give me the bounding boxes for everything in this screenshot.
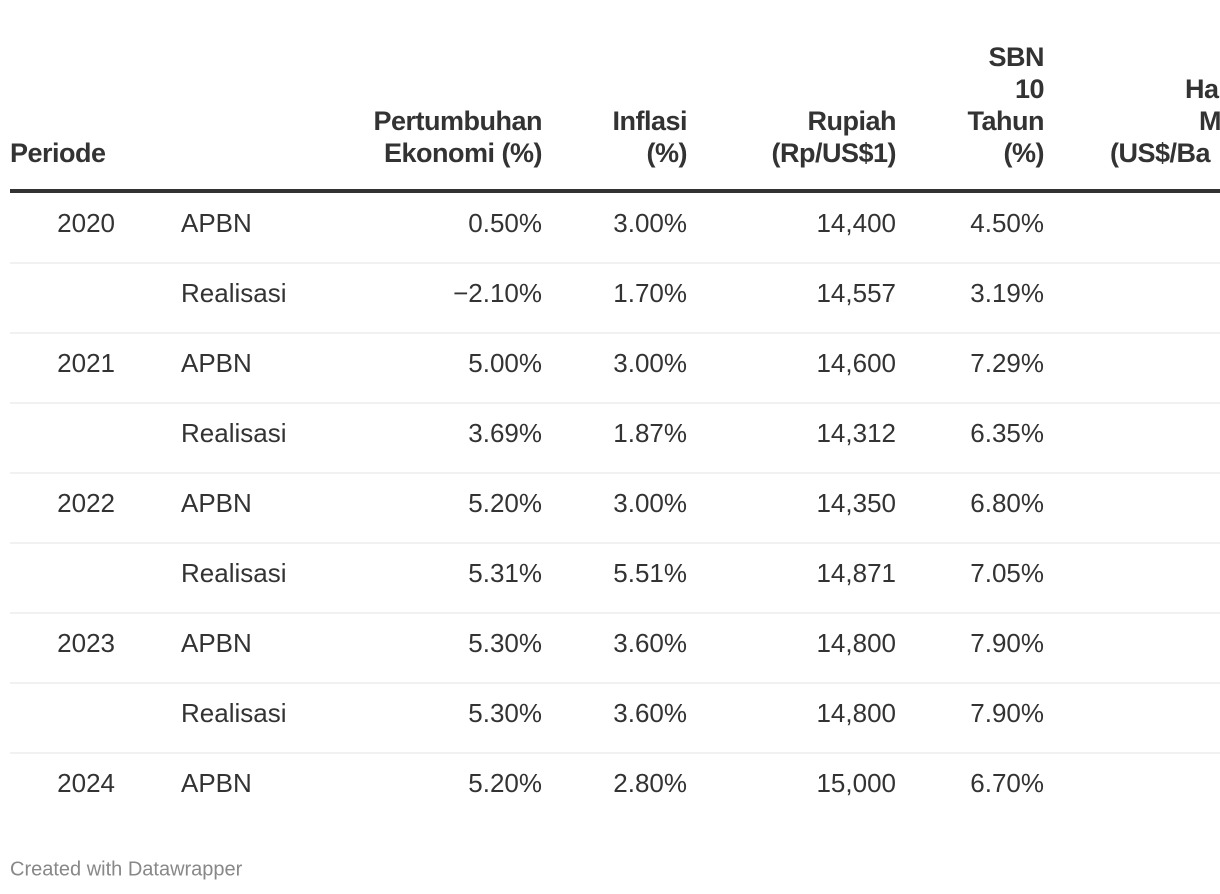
type-cell: APBN	[181, 628, 252, 658]
value-cell: 14,800	[816, 628, 896, 658]
value-cell: 4.50%	[970, 208, 1044, 238]
value-cell: 5.00%	[468, 348, 542, 378]
column-header: Ekonomi (%)	[384, 138, 542, 168]
value-cell: 15,000	[816, 768, 896, 798]
column-header: (US$/Ba	[1110, 138, 1212, 168]
value-cell: 7.29%	[970, 348, 1044, 378]
value-cell: 7.05%	[970, 558, 1044, 588]
value-cell: 5.31%	[468, 558, 542, 588]
value-cell: 6.35%	[970, 418, 1044, 448]
value-cell: 5.20%	[468, 488, 542, 518]
type-cell: Realisasi	[181, 558, 287, 588]
period-cell: 2024	[57, 768, 115, 798]
value-cell: 14,600	[816, 348, 896, 378]
value-cell: 14,312	[816, 418, 896, 448]
type-cell: APBN	[181, 488, 252, 518]
value-cell: 3.19%	[970, 278, 1044, 308]
footer-credit: Created with Datawrapper	[10, 858, 243, 880]
value-cell: 3.00%	[613, 348, 687, 378]
value-cell: 0.50%	[468, 208, 542, 238]
value-cell: 6.80%	[970, 488, 1044, 518]
value-cell: 14,350	[816, 488, 896, 518]
value-cell: 1.70%	[613, 278, 687, 308]
column-header: 10	[1015, 74, 1044, 104]
value-cell: 3.60%	[613, 628, 687, 658]
period-cell: 2022	[57, 488, 115, 518]
type-cell: APBN	[181, 208, 252, 238]
value-cell: 2.80%	[613, 768, 687, 798]
value-cell: 14,400	[816, 208, 896, 238]
value-cell: 3.00%	[613, 208, 687, 238]
value-cell: 1.87%	[613, 418, 687, 448]
column-header: (%)	[647, 138, 688, 168]
value-cell: 5.30%	[468, 698, 542, 728]
type-cell: Realisasi	[181, 418, 287, 448]
type-cell: Realisasi	[181, 278, 287, 308]
value-cell: 3.00%	[613, 488, 687, 518]
value-cell: 14,871	[816, 558, 896, 588]
column-header: Tahun	[968, 106, 1044, 136]
column-header: (Rp/US$1)	[771, 138, 896, 168]
value-cell: 6.70%	[970, 768, 1044, 798]
period-cell: 2023	[57, 628, 115, 658]
type-cell: APBN	[181, 768, 252, 798]
column-header: SBN	[988, 42, 1044, 72]
value-cell: 5.30%	[468, 628, 542, 658]
value-cell: 3.60%	[613, 698, 687, 728]
type-cell: Realisasi	[181, 698, 287, 728]
column-header: (%)	[1004, 138, 1045, 168]
column-header: Rupiah	[808, 106, 897, 136]
column-header: Periode	[10, 138, 106, 168]
column-header: Inflasi	[612, 106, 687, 136]
value-cell: 7.90%	[970, 698, 1044, 728]
column-header: Mi	[1199, 106, 1220, 136]
type-cell: APBN	[181, 348, 252, 378]
value-cell: 14,800	[816, 698, 896, 728]
value-cell: 5.51%	[613, 558, 687, 588]
period-cell: 2021	[57, 348, 115, 378]
column-header: Ha	[1185, 74, 1220, 104]
value-cell: 14,557	[816, 278, 896, 308]
period-cell: 2020	[57, 208, 115, 238]
value-cell: 5.20%	[468, 768, 542, 798]
value-cell: 7.90%	[970, 628, 1044, 658]
value-cell: 3.69%	[468, 418, 542, 448]
column-header: Pertumbuhan	[373, 106, 542, 136]
value-cell: −2.10%	[453, 278, 542, 308]
